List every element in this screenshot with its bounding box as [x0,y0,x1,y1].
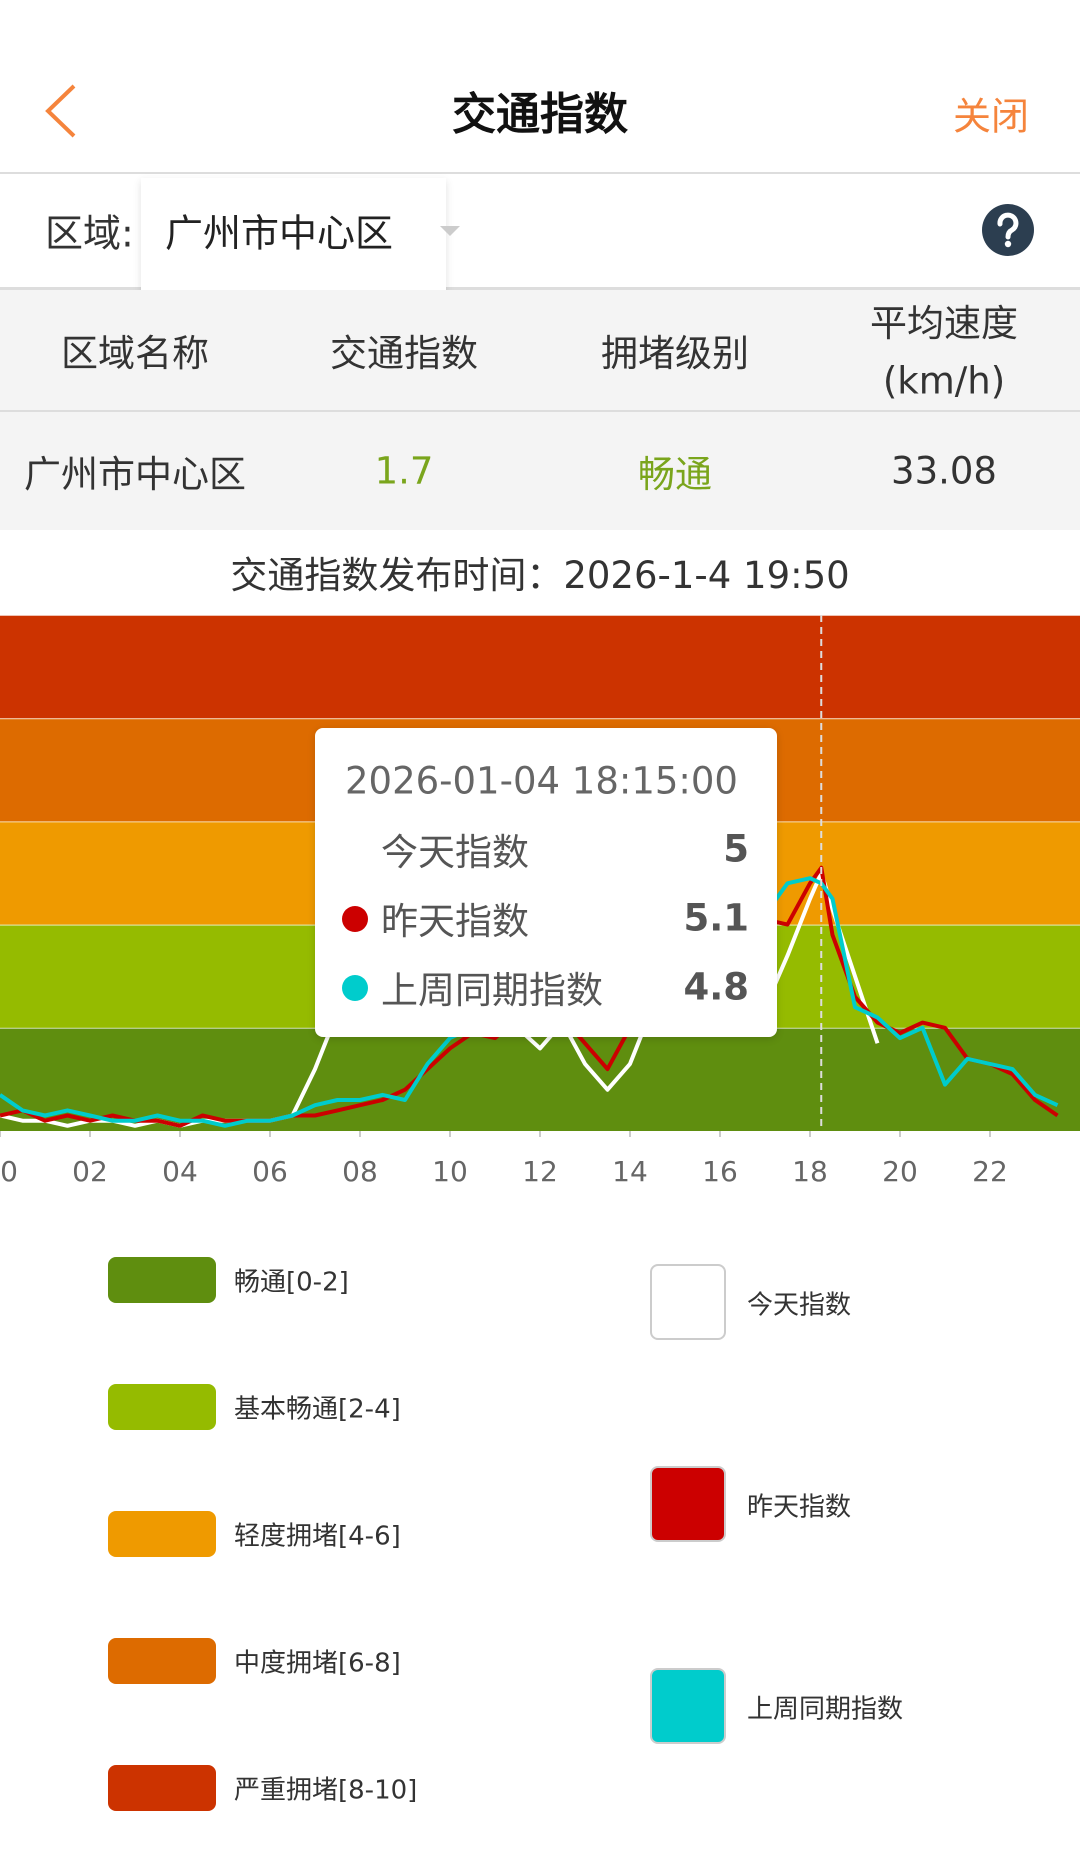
tooltip-title: 2026-01-04 18:15:00 [345,759,738,803]
legend-swatch [108,1257,216,1303]
region-row: 区域: 广州市中心区 [0,174,1080,298]
x-tick-label: 06 [252,1155,288,1188]
column-header: 平均速度 [870,302,1018,345]
table-cell: 1.7 [374,449,434,493]
x-tick-label: 10 [432,1155,468,1188]
legend-label: 上周同期指数 [747,1694,904,1725]
x-tick-label: 14 [612,1155,648,1188]
x-tick-label: 18 [792,1155,828,1188]
tooltip-series-name: 今天指数 [381,831,529,874]
legend-swatch [650,1264,726,1340]
help-button[interactable] [981,203,1035,257]
legend-swatch [650,1466,726,1542]
column-header: 交通指数 [330,332,478,375]
x-tick-label: 20 [882,1155,918,1188]
legend-label: 轻度拥堵[4-6] [234,1521,401,1552]
table-cell: 畅通 [638,453,712,496]
tooltip: 2026-01-04 18:15:00 今天指数 5 昨天指数 5.1 上周同期指数 4.… [315,728,777,1037]
legend-label: 畅通[0-2] [234,1267,349,1298]
x-tick-label: 0 [0,1155,18,1188]
tooltip-row: 今天指数 5 [315,824,777,875]
tooltip-dot [342,975,368,1001]
table-row: 广州市中心区 1.7 畅通 33.08 [0,412,1080,530]
x-tick-label: 08 [342,1155,378,1188]
band [0,1027,1080,1131]
x-tick-label: 22 [972,1155,1008,1188]
table-header: 区域名称 交通指数 拥堵级别 平均速度 (km/h) [0,290,1080,412]
column-header: 区域名称 [61,332,209,375]
tooltip-series-name: 昨天指数 [381,900,529,943]
legend-label: 严重拥堵[8-10] [234,1775,418,1806]
region-value: 广州市中心区 [165,211,394,256]
column-header: (km/h) [882,359,1006,403]
tooltip-series-name: 上周同期指数 [381,969,603,1012]
legend-swatch [108,1384,216,1430]
tooltip-value: 5.1 [683,896,749,940]
x-tick-label: 12 [522,1155,558,1188]
legend-swatch [108,1638,216,1684]
back-button[interactable] [40,82,84,140]
region-dropdown[interactable]: 广州市中心区 [141,178,446,298]
column-header: 拥堵级别 [601,332,749,375]
legend: 畅通[0-2] 基本畅通[2-4] 轻度拥堵[4-6] 中度拥堵[6-8] 严重拥堵[8… [0,1240,1080,1869]
dropdown-caret [440,226,460,236]
header: 交通指数 关闭 [0,0,1080,174]
x-tick-label: 04 [162,1155,198,1188]
table-cell: 广州市中心区 [24,453,246,496]
tooltip-row: 上周同期指数 4.8 [315,962,777,1012]
legend-swatch [650,1668,726,1744]
tooltip-value: 5 [723,827,749,871]
legend-label: 中度拥堵[6-8] [234,1648,401,1679]
page-title: 交通指数 [452,89,628,140]
table-cell: 33.08 [891,449,997,493]
band [0,615,1080,719]
legend-swatch [108,1511,216,1557]
tooltip-value: 4.8 [683,965,749,1009]
x-tick-label: 16 [702,1155,738,1188]
close-button[interactable]: 关闭 [952,94,1030,139]
legend-label: 昨天指数 [747,1492,852,1523]
tooltip-row: 昨天指数 5.1 [315,893,777,943]
legend-label: 今天指数 [747,1290,852,1321]
tooltip-dot [342,906,368,932]
region-label: 区域: [45,211,134,256]
x-tick-label: 02 [72,1155,108,1188]
legend-swatch [108,1765,216,1811]
legend-label: 基本畅通[2-4] [234,1394,401,1425]
publish-time: 交通指数发布时间：2026-1-4 19:50 [230,554,850,597]
